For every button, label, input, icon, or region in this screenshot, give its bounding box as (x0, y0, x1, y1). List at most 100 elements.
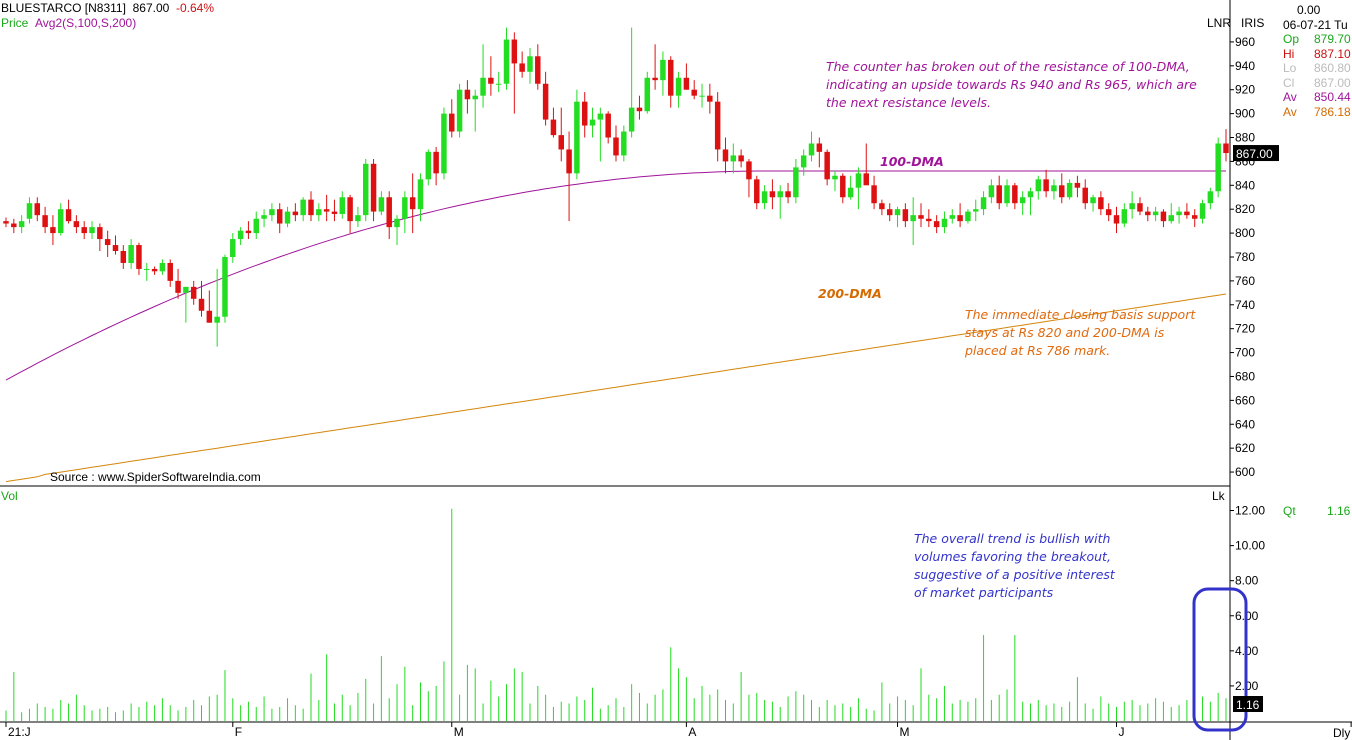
candle-body (292, 211, 299, 216)
candle-body (707, 95, 713, 102)
candle-body (378, 197, 385, 212)
candle-body (550, 119, 557, 136)
candle-body (636, 107, 643, 112)
candle-body (581, 101, 588, 126)
price-tick-label: 620 (1235, 441, 1255, 455)
candle-body (800, 155, 807, 168)
candle-body (441, 113, 447, 174)
candle-body (668, 59, 674, 96)
candle-body (58, 209, 64, 234)
candle-body (511, 39, 518, 64)
candle-body (183, 286, 189, 293)
volume-tick-label: 12.00 (1235, 504, 1265, 518)
candle-body (1004, 185, 1010, 204)
candle-body (190, 286, 197, 299)
candle-body (1223, 143, 1229, 154)
candle-body (175, 280, 181, 293)
candle-body (1027, 191, 1034, 198)
price-change: -0.64% (175, 1, 215, 15)
candle-body (120, 251, 127, 263)
candle-body (1121, 209, 1128, 224)
candle-body (1176, 211, 1182, 216)
candle-body (793, 167, 799, 198)
candle-body (81, 227, 87, 234)
volume-unit: Lk (1212, 489, 1225, 503)
chart-header: BLUESTARCO [N8311] 867.00 -0.64% (1, 1, 214, 15)
candle-body (542, 83, 549, 120)
candle-body (605, 113, 611, 138)
candle-body (456, 89, 463, 132)
candle-body (769, 191, 776, 198)
ohlc-label: Lo (1283, 61, 1297, 75)
candle-body (1191, 215, 1198, 219)
candle-body (276, 209, 283, 224)
candle-body (871, 185, 877, 204)
iris-label[interactable]: IRIS (1241, 16, 1265, 30)
qt-value: 1.16 (1327, 504, 1351, 518)
price-tick-label: 960 (1235, 35, 1255, 49)
candle-body (1059, 185, 1065, 198)
trend-note: The overall trend is bullish with volume… (914, 530, 1115, 602)
candle-body (1019, 197, 1026, 204)
price-tick-label: 840 (1235, 178, 1255, 192)
support-note-line: placed at Rs 786 mark. (965, 343, 1111, 358)
trend-note-line: The overall trend is bullish with (914, 531, 1111, 546)
candle-body (1012, 185, 1018, 204)
candle-body (112, 245, 119, 252)
candle-body (886, 209, 893, 216)
candle-body (683, 77, 690, 90)
timeframe-label: Dly (1333, 726, 1350, 740)
candle-body (1035, 179, 1042, 192)
candle-body (973, 209, 979, 212)
candle-body (1145, 211, 1151, 216)
price-axis: 600 620 640 660 680 700 720 740 760 780 800 820 840 8… (1230, 35, 1255, 479)
candle-body (339, 197, 346, 214)
candle-body (691, 89, 697, 96)
price-tick-label: 780 (1235, 250, 1255, 264)
lnr-label[interactable]: LNR (1207, 16, 1232, 30)
candle-body (1168, 215, 1174, 222)
candle-body (902, 209, 909, 222)
candle-body (284, 211, 291, 224)
candle-body (1215, 143, 1221, 192)
price-tick-label: 800 (1235, 226, 1255, 240)
candle-body (449, 113, 455, 132)
candles (3, 27, 1229, 347)
source-credit: Source : www.SpiderSoftwareIndia.com (50, 470, 261, 484)
candle-body (879, 203, 885, 210)
price-tick-label: 600 (1235, 465, 1255, 479)
support-note-line: The immediate closing basis support (965, 307, 1196, 322)
volume-tick-label: 8.00 (1235, 574, 1259, 588)
candle-body (3, 221, 9, 224)
candle-body (198, 298, 205, 311)
resistance-note-line: The counter has broken out of the resist… (826, 59, 1190, 74)
date-tick-label: F (235, 725, 242, 739)
breakout-volume-highlight (1192, 587, 1248, 732)
candle-body (980, 197, 987, 210)
ohlc-value: 786.18 (1314, 104, 1351, 119)
candle-body (73, 221, 80, 228)
candle-body (746, 161, 752, 180)
candle-body (11, 223, 17, 228)
candle-body (402, 197, 408, 219)
svg-text:1.16: 1.16 (1236, 698, 1260, 712)
price-tick-label: 640 (1235, 417, 1255, 431)
candle-body (566, 149, 572, 174)
candle-body (613, 137, 619, 156)
candle-body (316, 209, 322, 216)
resistance-note-line: indicating an upside towards Rs 940 and … (826, 77, 1197, 92)
price-tick-label: 820 (1235, 202, 1255, 216)
candle-body (1066, 182, 1073, 198)
date-axis: 21:JFMAMJJ (5, 722, 1352, 739)
ohlc-value: 850.44 (1314, 90, 1351, 104)
candle-body (269, 209, 275, 216)
price-tick-label: 700 (1235, 346, 1255, 360)
trend-note-line: of market participants (914, 585, 1054, 600)
candle-body (65, 209, 72, 222)
ohlc-label: Hi (1283, 46, 1295, 61)
resistance-note: The counter has broken out of the resist… (826, 58, 1197, 112)
candle-body (644, 77, 651, 112)
candle-body (370, 163, 377, 212)
candle-body (128, 245, 134, 263)
